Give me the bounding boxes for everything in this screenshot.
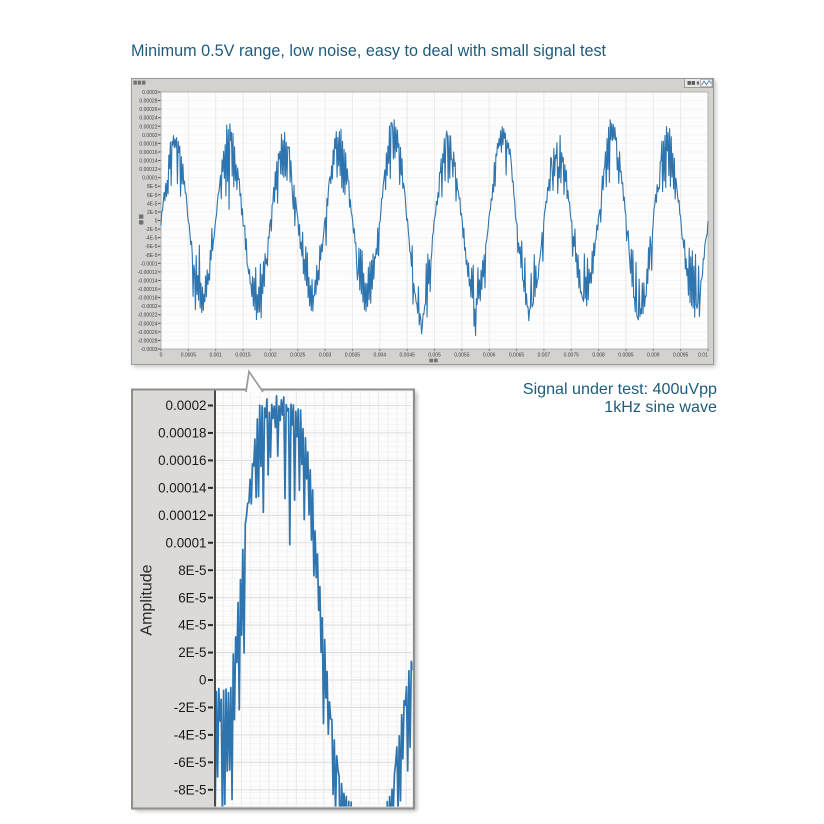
svg-text:8E-5: 8E-5 [147,184,158,190]
svg-text:0: 0 [199,673,206,688]
svg-text:-4E-5: -4E-5 [145,236,157,242]
svg-text:0.0035: 0.0035 [345,353,361,359]
svg-text:-6E-5: -6E-5 [174,755,207,770]
svg-text:-2E-5: -2E-5 [145,227,157,233]
svg-text:0.008: 0.008 [592,353,605,359]
svg-text:0.006: 0.006 [483,353,496,359]
svg-text:-0.0003: -0.0003 [141,347,158,353]
svg-text:0.0002: 0.0002 [142,133,158,139]
svg-text:8E-5: 8E-5 [178,563,206,578]
svg-text:2E-5: 2E-5 [178,645,206,660]
svg-text:4E-5: 4E-5 [178,618,206,633]
svg-text:0.01: 0.01 [698,353,708,359]
svg-text:-0.0002: -0.0002 [141,304,158,310]
svg-text:-0.00022: -0.00022 [138,313,158,319]
svg-text:0.00012: 0.00012 [158,508,206,523]
svg-text:0.0001: 0.0001 [142,176,158,182]
svg-text:0.00028: 0.00028 [139,99,157,105]
svg-text:2E-5: 2E-5 [147,210,158,216]
svg-text:0.005: 0.005 [428,353,441,359]
svg-text:0.0002: 0.0002 [166,398,207,413]
svg-text:-8E-5: -8E-5 [174,782,207,797]
svg-text:0: 0 [155,219,158,225]
svg-text:0.0075: 0.0075 [564,353,580,359]
svg-text:0.00024: 0.00024 [139,116,157,122]
svg-text:0.002: 0.002 [264,353,277,359]
svg-text:0.00018: 0.00018 [139,141,157,147]
svg-text:0.004: 0.004 [374,353,387,359]
svg-text:0.00022: 0.00022 [139,124,157,130]
svg-text:0.00012: 0.00012 [139,167,157,173]
svg-text:0.003: 0.003 [319,353,332,359]
svg-text:0.007: 0.007 [538,353,551,359]
svg-text:0.00014: 0.00014 [139,159,157,165]
svg-text:0.0025: 0.0025 [290,353,306,359]
svg-text:-4E-5: -4E-5 [174,728,207,743]
svg-text:-6E-5: -6E-5 [145,244,157,250]
svg-text:-0.00016: -0.00016 [138,287,158,293]
svg-text:0.0045: 0.0045 [400,353,416,359]
svg-text:0: 0 [160,353,163,359]
svg-text:-0.00028: -0.00028 [138,338,158,344]
svg-text:0.001: 0.001 [209,353,222,359]
svg-text:-8E-5: -8E-5 [145,253,157,259]
svg-text:0.00016: 0.00016 [139,150,157,156]
svg-text:0.0055: 0.0055 [454,353,470,359]
svg-text:0.00018: 0.00018 [158,426,206,441]
svg-text:0.0003: 0.0003 [142,90,158,96]
svg-text:-0.0001: -0.0001 [141,261,158,267]
svg-text:0.0085: 0.0085 [618,353,634,359]
svg-text:0.0065: 0.0065 [509,353,525,359]
svg-text:0.0005: 0.0005 [181,353,197,359]
svg-text:6E-5: 6E-5 [178,590,206,605]
svg-text:0.0095: 0.0095 [673,353,689,359]
svg-text:0.00016: 0.00016 [158,453,206,468]
svg-text:4E-5: 4E-5 [147,201,158,207]
svg-text:-2E-5: -2E-5 [174,700,207,715]
svg-text:-0.00012: -0.00012 [138,270,158,276]
svg-text:-0.00018: -0.00018 [138,296,158,302]
svg-text:0.00026: 0.00026 [139,107,157,113]
svg-text:0.0015: 0.0015 [235,353,251,359]
svg-text:-0.00026: -0.00026 [138,330,158,336]
svg-text:6E-5: 6E-5 [147,193,158,199]
svg-text:-0.00014: -0.00014 [138,278,158,284]
svg-text:-0.00024: -0.00024 [138,321,158,327]
svg-text:Amplitude: Amplitude [139,564,156,635]
svg-text:0.00014: 0.00014 [158,480,207,495]
svg-text:0.009: 0.009 [647,353,660,359]
svg-text:0.0001: 0.0001 [166,535,207,550]
